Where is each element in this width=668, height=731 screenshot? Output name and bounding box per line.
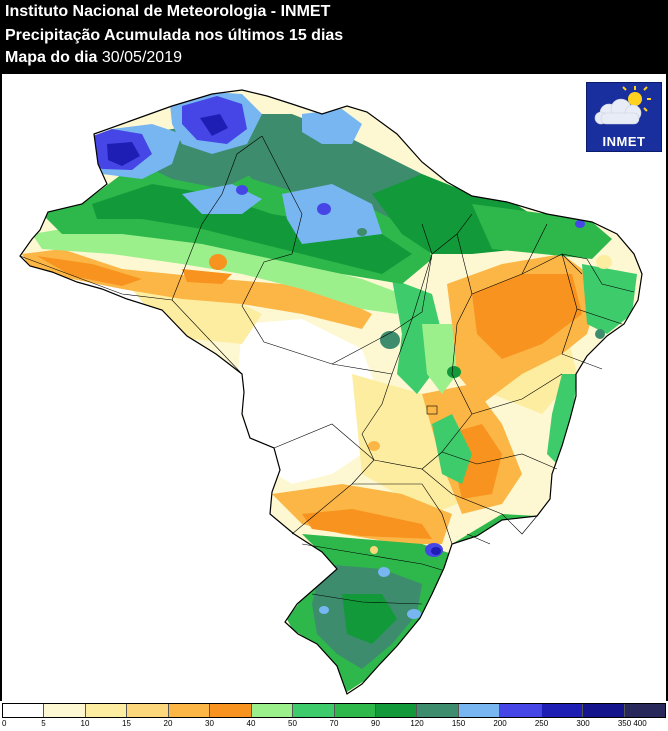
legend-label: 200 — [493, 719, 507, 728]
legend-swatch — [168, 704, 211, 717]
legend-color-bar — [2, 703, 666, 718]
map-title-product: Precipitação Acumulada nos últimos 15 di… — [5, 27, 344, 44]
map-title-institute: Instituto Nacional de Meteorologia - INM… — [5, 3, 331, 20]
legend-swatch — [541, 704, 584, 717]
legend-swatch — [375, 704, 418, 717]
legend-labels: 0 5 10 15 20 30 40 50 70 90 120 150 200 250 300 350 400 — [0, 719, 668, 731]
legend-swatch — [624, 704, 665, 717]
legend-label: 10 — [80, 719, 90, 728]
legend-label: 70 — [329, 719, 339, 728]
legend-swatch — [458, 704, 501, 717]
map-header: Instituto Nacional de Meteorologia - INM… — [0, 0, 668, 74]
inmet-logo-text: INMET — [602, 134, 646, 149]
legend-label: 20 — [163, 719, 173, 728]
legend-swatch — [44, 704, 86, 717]
state-boundaries — [19, 135, 635, 605]
legend-swatch — [417, 704, 459, 717]
precipitation-legend: 0 5 10 15 20 30 40 50 70 90 120 150 200 250 300 350 400 — [0, 701, 668, 731]
legend-label: 50 — [288, 719, 297, 728]
legend-label: 90 — [371, 719, 380, 728]
legend-swatch — [251, 704, 294, 717]
legend-label: 350 — [617, 719, 632, 728]
legend-swatch — [583, 704, 625, 717]
legend-label: 120 — [410, 719, 424, 728]
map-date-label: Mapa do dia — [5, 49, 98, 66]
legend-label: 400 — [633, 719, 647, 728]
map-title-date: Mapa do dia 30/05/2019 — [5, 48, 182, 68]
legend-label: 150 — [451, 719, 466, 728]
legend-swatch — [293, 704, 335, 717]
legend-swatch — [127, 704, 169, 717]
legend-label: 300 — [576, 719, 590, 728]
legend-swatch — [3, 704, 45, 717]
precipitation-map: INMET — [2, 74, 666, 701]
legend-label: 30 — [205, 719, 214, 728]
legend-label: 250 — [534, 719, 549, 728]
legend-label: 0 — [2, 719, 7, 728]
legend-swatch — [85, 704, 128, 717]
legend-label: 5 — [41, 719, 46, 728]
inmet-logo: INMET — [586, 82, 662, 152]
map-date-value: 30/05/2019 — [101, 49, 182, 66]
legend-swatch — [500, 704, 542, 717]
brazil-precipitation-svg — [19, 89, 643, 695]
legend-label: 40 — [246, 719, 256, 728]
legend-swatch — [334, 704, 376, 717]
legend-label: 15 — [122, 719, 131, 728]
sun-cloud-icon — [594, 86, 651, 125]
legend-swatch — [210, 704, 252, 717]
